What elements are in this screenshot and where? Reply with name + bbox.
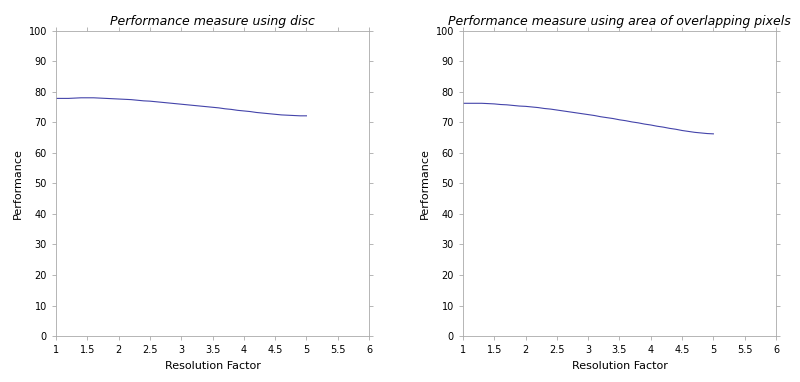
Title: Performance measure using disc: Performance measure using disc [110, 15, 315, 28]
Y-axis label: Performance: Performance [420, 148, 430, 219]
X-axis label: Resolution Factor: Resolution Factor [165, 361, 261, 371]
Y-axis label: Performance: Performance [13, 148, 23, 219]
Title: Performance measure using area of overlapping pixels: Performance measure using area of overla… [448, 15, 791, 28]
X-axis label: Resolution Factor: Resolution Factor [571, 361, 667, 371]
